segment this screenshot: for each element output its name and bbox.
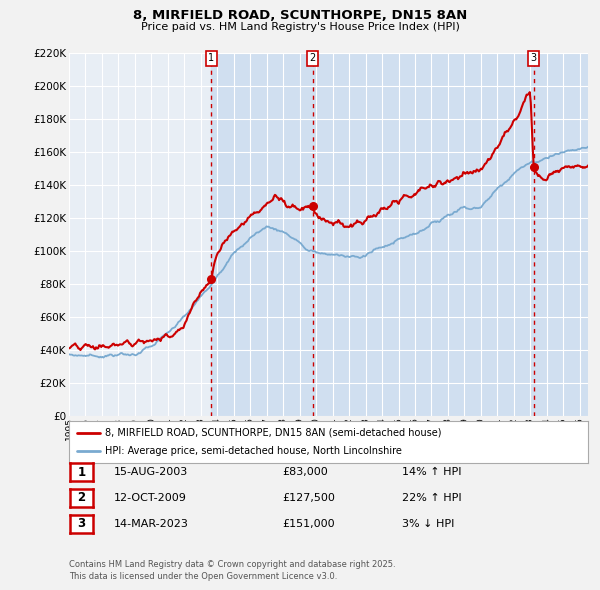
Text: £151,000: £151,000 bbox=[282, 519, 335, 529]
Text: 22% ↑ HPI: 22% ↑ HPI bbox=[402, 493, 461, 503]
Text: 2: 2 bbox=[310, 53, 316, 63]
Text: Contains HM Land Registry data © Crown copyright and database right 2025.
This d: Contains HM Land Registry data © Crown c… bbox=[69, 560, 395, 581]
Text: 3: 3 bbox=[530, 53, 536, 63]
Text: 1: 1 bbox=[77, 466, 86, 478]
Text: 14% ↑ HPI: 14% ↑ HPI bbox=[402, 467, 461, 477]
Bar bbox=[313, 53, 533, 416]
Bar bbox=[533, 53, 588, 416]
Text: £83,000: £83,000 bbox=[282, 467, 328, 477]
Text: 8, MIRFIELD ROAD, SCUNTHORPE, DN15 8AN (semi-detached house): 8, MIRFIELD ROAD, SCUNTHORPE, DN15 8AN (… bbox=[106, 428, 442, 438]
Text: Price paid vs. HM Land Registry's House Price Index (HPI): Price paid vs. HM Land Registry's House … bbox=[140, 22, 460, 32]
Bar bbox=[211, 53, 313, 416]
Text: 2: 2 bbox=[77, 491, 86, 504]
Text: 3% ↓ HPI: 3% ↓ HPI bbox=[402, 519, 454, 529]
Text: HPI: Average price, semi-detached house, North Lincolnshire: HPI: Average price, semi-detached house,… bbox=[106, 446, 402, 456]
Text: 3: 3 bbox=[77, 517, 86, 530]
Text: 12-OCT-2009: 12-OCT-2009 bbox=[114, 493, 187, 503]
Text: 14-MAR-2023: 14-MAR-2023 bbox=[114, 519, 189, 529]
Text: 1: 1 bbox=[208, 53, 214, 63]
Text: 15-AUG-2003: 15-AUG-2003 bbox=[114, 467, 188, 477]
Text: 8, MIRFIELD ROAD, SCUNTHORPE, DN15 8AN: 8, MIRFIELD ROAD, SCUNTHORPE, DN15 8AN bbox=[133, 9, 467, 22]
Text: £127,500: £127,500 bbox=[282, 493, 335, 503]
